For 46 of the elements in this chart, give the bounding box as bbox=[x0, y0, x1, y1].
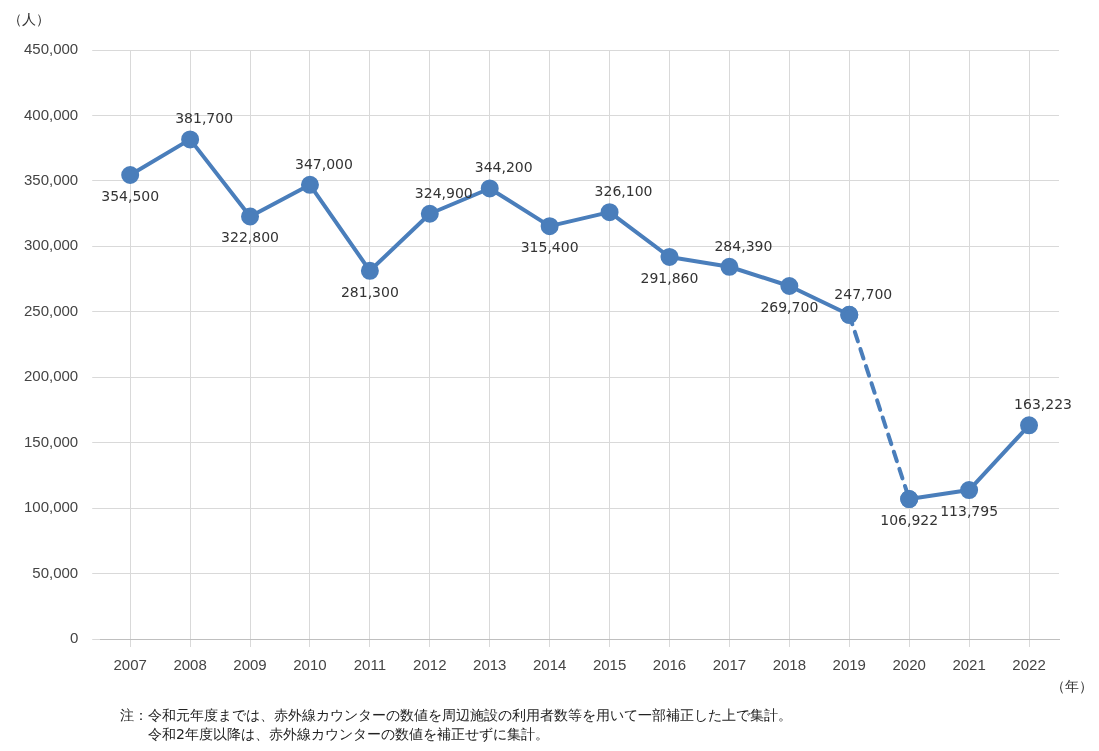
x-tick-label: 2011 bbox=[353, 656, 387, 674]
x-tick-label: 2010 bbox=[293, 656, 327, 674]
y-tick-label: 300,000 bbox=[23, 236, 79, 254]
text: 令和2年度以降は、赤外線カウンターの数値を補正せずに集計。 bbox=[147, 725, 550, 744]
y-tick-label: 250,000 bbox=[23, 301, 79, 319]
x-tick-label: 2016 bbox=[652, 656, 687, 674]
data-label: 106,922 bbox=[880, 512, 939, 529]
y-tick-label: 0 bbox=[69, 629, 79, 647]
x-tick-label: 2021 bbox=[952, 656, 986, 674]
data-label: 322,800 bbox=[221, 229, 279, 246]
y-tick-label: 400,000 bbox=[23, 105, 79, 123]
data-label: 247,700 bbox=[834, 285, 893, 302]
data-label: 163,223 bbox=[1014, 396, 1072, 413]
data-label: 291,860 bbox=[640, 269, 699, 286]
data-label: 326,100 bbox=[594, 183, 653, 200]
text: 注：令和元年度までは、赤外線カウンターの数値を周辺施設の利用者数等を用いて一部補正した上で集計。 bbox=[120, 706, 792, 725]
data-label: 324,900 bbox=[414, 184, 473, 201]
y-axis-title: （人） bbox=[8, 11, 50, 27]
y-tick-label: 50,000 bbox=[32, 563, 79, 581]
x-tick-label: 2009 bbox=[233, 656, 267, 674]
data-label: 344,200 bbox=[474, 159, 533, 176]
x-axis-title: （年） bbox=[1051, 678, 1093, 694]
data-label: 381,700 bbox=[175, 110, 234, 127]
y-tick-label: 150,000 bbox=[23, 432, 79, 450]
x-tick-label: 2014 bbox=[532, 656, 567, 674]
y-tick-label: 350,000 bbox=[23, 171, 79, 189]
x-tick-label: 2019 bbox=[832, 656, 866, 674]
x-tick-label: 2022 bbox=[1012, 656, 1046, 674]
x-tick-label: 2007 bbox=[113, 656, 147, 674]
data-label: 347,000 bbox=[295, 155, 353, 172]
data-label: 281,300 bbox=[340, 283, 399, 300]
y-tick-label: 200,000 bbox=[23, 367, 79, 385]
x-tick-label: 2017 bbox=[712, 656, 747, 674]
data-label: 284,390 bbox=[714, 237, 773, 254]
data-label: 354,500 bbox=[101, 188, 160, 204]
x-tick-label: 2018 bbox=[772, 656, 807, 674]
x-tick-label: 2012 bbox=[413, 656, 447, 674]
y-tick-label: 450,000 bbox=[23, 40, 79, 58]
y-tick-label: 100,000 bbox=[23, 498, 79, 516]
data-label: 269,700 bbox=[760, 298, 819, 315]
x-tick-label: 2013 bbox=[473, 656, 507, 674]
x-tick-label: 2020 bbox=[892, 656, 926, 674]
x-tick-label: 2015 bbox=[592, 656, 627, 674]
x-tick-label: 2008 bbox=[173, 656, 207, 674]
data-label: 113,795 bbox=[940, 503, 999, 520]
data-label: 315,400 bbox=[520, 239, 579, 256]
